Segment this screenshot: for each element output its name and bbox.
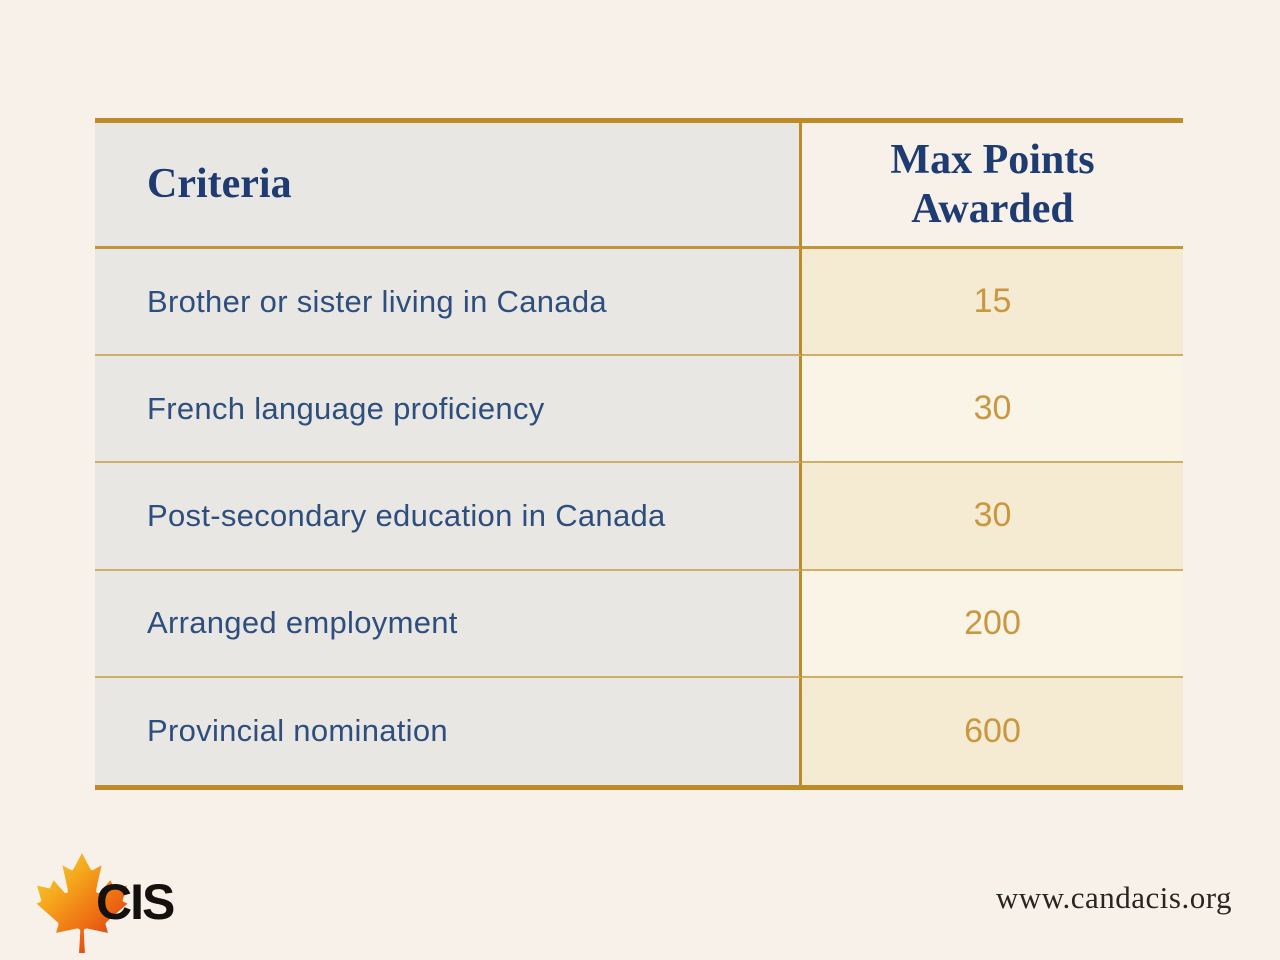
points-table: Criteria Max Points Awarded Brother or s… [95,118,1183,790]
table-row-criteria: Brother or sister living in Canada [95,249,802,357]
table-row-points: 30 [802,463,1183,571]
brand-logo: CIS [30,853,250,957]
criteria-label: Provincial nomination [147,713,448,749]
website-url: www.candacis.org [995,880,1232,915]
table-row-criteria: French language proficiency [95,356,802,464]
points-value: 200 [964,603,1021,642]
criteria-label: Arranged employment [147,605,458,641]
header-cell-max-points: Max Points Awarded [802,123,1183,249]
logo-wordmark: CIS [96,874,175,930]
points-value: 15 [973,282,1012,321]
table-row-criteria: Post-secondary education in Canada [95,463,802,571]
points-value: 600 [964,711,1021,750]
table-row-points: 200 [802,570,1183,678]
criteria-header-label: Criteria [147,161,292,208]
criteria-label: French language proficiency [147,390,545,426]
table-row-criteria: Provincial nomination [95,677,802,785]
points-value: 30 [973,389,1012,428]
header-cell-criteria: Criteria [95,123,802,249]
table-row-points: 30 [802,356,1183,464]
table-row-points: 600 [802,677,1183,785]
table-row-points: 15 [802,249,1183,357]
max-points-header-label: Max Points Awarded [890,137,1095,232]
criteria-label: Brother or sister living in Canada [147,283,607,319]
points-value: 30 [973,496,1012,535]
maple-leaf-icon [36,853,128,953]
criteria-label: Post-secondary education in Canada [147,497,666,533]
table-row-criteria: Arranged employment [95,570,802,678]
